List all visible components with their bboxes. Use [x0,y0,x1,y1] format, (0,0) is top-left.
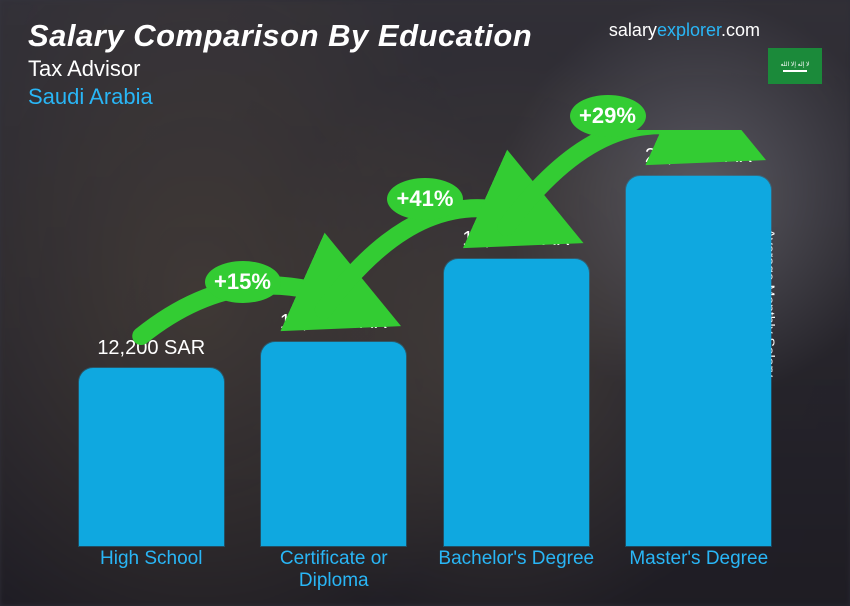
percent-increase-badge: +15% [205,261,281,303]
x-axis-label: High School [66,548,236,596]
x-axis-label: Certificate or Diploma [249,548,419,596]
bar [79,368,224,546]
brand-label: salaryexplorer.com [609,20,760,41]
x-axis-label: Master's Degree [614,548,784,596]
flag-icon: لا إله إلا الله [775,56,815,76]
bar-group: 19,700 SAR [431,228,601,546]
brand-accent: explorer [657,20,721,40]
chart-container: Salary Comparison By Education Tax Advis… [0,0,850,606]
brand-main: salary [609,20,657,40]
bar-chart: 12,200 SAR 14,000 SAR 19,700 SAR 25,400 SAR… [60,130,790,596]
bar-value-label: 12,200 SAR [97,337,205,360]
bar-group: 12,200 SAR [66,337,236,546]
bar-value-label: 14,000 SAR [280,311,388,334]
x-axis-label: Bachelor's Degree [431,548,601,596]
x-labels: High School Certificate or DiplomaBachelo… [60,548,790,596]
bar-value-label: 19,700 SAR [462,228,570,251]
country-flag: لا إله إلا الله [768,48,822,84]
bar-group: 14,000 SAR [249,311,419,546]
bar [261,342,406,546]
bar [444,259,589,546]
percent-increase-badge: +29% [570,95,646,137]
chart-subtitle: Tax Advisor [28,56,822,82]
bar [626,176,771,546]
svg-text:لا إله إلا الله: لا إله إلا الله [781,61,810,68]
chart-country: Saudi Arabia [28,84,822,110]
bar-group: 25,400 SAR [614,145,784,546]
percent-increase-badge: +41% [387,178,463,220]
bar-value-label: 25,400 SAR [645,145,753,168]
brand-suffix: .com [721,20,760,40]
